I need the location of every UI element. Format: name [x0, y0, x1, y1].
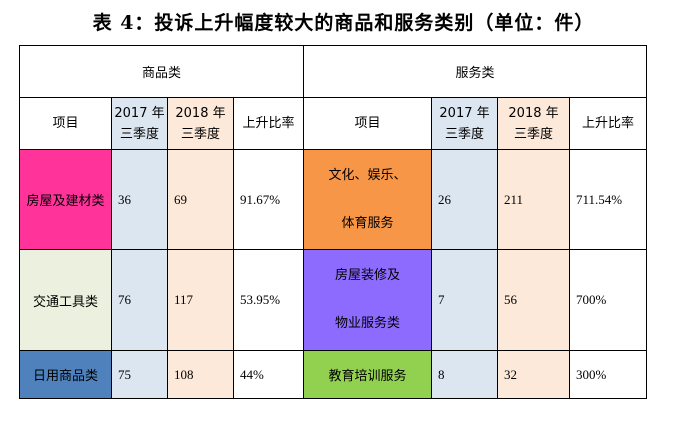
services-col-2017-year: 2017 年	[439, 105, 490, 121]
services-header: 服务类	[303, 45, 648, 98]
goods-col-2018: 2018 年三季度	[167, 97, 234, 150]
services-col-item: 项目	[303, 97, 433, 150]
goods-col-2017-quarter: 三季度	[119, 126, 159, 142]
goods-item-cell: 交通工具类	[19, 249, 112, 351]
table-row: 交通工具类 76 117 53.95% 房屋装修及物业服务类 7 56 700%	[19, 249, 648, 351]
services-col-2017-quarter: 三季度	[445, 126, 485, 142]
services-item-cell: 房屋装修及物业服务类	[303, 249, 433, 351]
goods-rate-cell: 91.67%	[232, 149, 305, 250]
services-2017-cell: 7	[431, 249, 499, 351]
services-col-2018: 2018 年三季度	[497, 97, 571, 150]
goods-item-cell: 房屋及建材类	[19, 149, 112, 250]
goods-item-cell: 日用商品类	[19, 350, 112, 399]
goods-col-2018-quarter: 三季度	[180, 126, 220, 142]
services-col-2017: 2017 年三季度	[431, 97, 499, 150]
services-col-2018-year: 2018 年	[508, 105, 559, 121]
goods-col-rate: 上升比率	[232, 97, 305, 150]
services-2017-cell: 8	[431, 350, 499, 399]
services-item-cell: 文化、娱乐、 体育服务	[303, 149, 433, 250]
goods-col-2017: 2017 年三季度	[111, 97, 168, 150]
services-col-rate: 上升比率	[569, 97, 648, 150]
goods-rate-cell: 53.95%	[232, 249, 305, 351]
goods-col-2017-year: 2017 年	[114, 105, 165, 121]
goods-2018-cell: 108	[167, 350, 234, 399]
goods-col-item: 项目	[19, 97, 112, 150]
goods-2017-cell: 75	[111, 350, 168, 399]
table-row: 房屋及建材类 36 69 91.67% 文化、娱乐、 体育服务 26 211 71…	[19, 149, 648, 250]
complaints-table: 商品类 服务类 项目 2017 年三季度 2018 年三季度 上升比率 项目 2…	[18, 45, 648, 399]
goods-2018-cell: 69	[167, 149, 234, 250]
goods-2018-cell: 117	[167, 249, 234, 351]
services-rate-cell: 711.54%	[569, 149, 648, 250]
services-col-2018-quarter: 三季度	[514, 126, 554, 142]
services-2018-cell: 32	[497, 350, 571, 399]
table-row: 日用商品类 75 108 44% 教育培训服务 8 32 300%	[19, 350, 648, 399]
services-item-line: 物业服务类	[335, 316, 401, 331]
goods-col-2018-year: 2018 年	[175, 105, 226, 121]
goods-2017-cell: 36	[111, 149, 168, 250]
services-item-cell: 教育培训服务	[303, 350, 433, 399]
services-item-line: 体育服务	[341, 215, 394, 231]
services-item-line: 文化、娱乐、	[328, 167, 407, 183]
services-rate-cell: 700%	[569, 249, 648, 351]
goods-header: 商品类	[18, 45, 305, 98]
services-rate-cell: 300%	[569, 350, 648, 399]
table-title: 表 4：投诉上升幅度较大的商品和服务类别（单位：件）	[92, 12, 595, 34]
services-item-line: 房屋装修及	[335, 268, 401, 283]
services-2018-cell: 211	[497, 149, 571, 250]
services-2017-cell: 26	[431, 149, 499, 250]
goods-2017-cell: 76	[111, 249, 168, 351]
goods-rate-cell: 44%	[232, 350, 305, 399]
services-2018-cell: 56	[497, 249, 571, 351]
